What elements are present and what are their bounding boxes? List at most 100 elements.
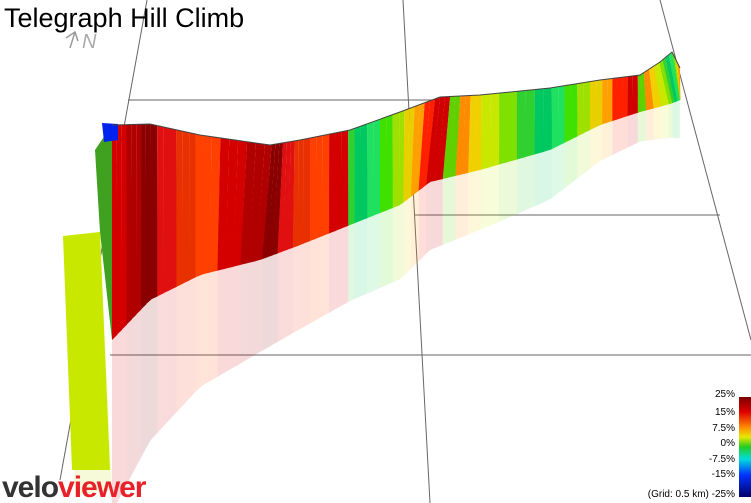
ribbon-strip <box>267 143 280 258</box>
ribbon-strip <box>145 124 152 305</box>
ribbon-strip <box>367 121 375 219</box>
legend-grid-note: (Grid: 0.5 km) -25% <box>648 489 735 500</box>
ribbon-left-side <box>95 125 112 340</box>
ribbon-strip <box>627 75 634 117</box>
reflection-strip <box>131 314 137 476</box>
legend-label: 7.5% <box>712 423 735 434</box>
reflection-strip <box>240 263 248 364</box>
reflection-strip <box>403 199 408 277</box>
reflection-strip <box>157 293 164 433</box>
ribbon-strip <box>410 104 420 197</box>
reflection-strip <box>348 223 355 303</box>
reflection-strip <box>255 259 263 355</box>
reflection-strip <box>380 210 387 289</box>
reflection-strip <box>646 109 650 141</box>
ribbon-strip <box>303 138 311 244</box>
reflection-strip <box>499 162 508 222</box>
reflection-strip <box>642 110 646 142</box>
reflection-strip <box>367 215 374 294</box>
ribbon-strip <box>341 130 349 229</box>
reflection-strip <box>335 228 342 310</box>
ribbon-strip <box>272 142 284 256</box>
reflection-strip <box>392 205 400 283</box>
reflection-strip <box>653 107 658 140</box>
reflection-strip <box>422 184 427 258</box>
reflection-strip <box>195 274 203 392</box>
ribbon-outline <box>111 51 681 146</box>
elevation-ribbon <box>63 51 681 503</box>
legend-label: -15% <box>712 469 735 480</box>
reflection-strip <box>577 133 584 179</box>
reflection-strip <box>649 108 654 141</box>
reflection-strip <box>407 196 411 273</box>
ribbon-strip <box>170 128 177 290</box>
ribbon-strip <box>583 81 591 134</box>
ribbon-strip <box>373 119 381 216</box>
ribbon-strip <box>182 131 190 284</box>
reflection-strip <box>637 111 643 143</box>
ribbon-strip <box>436 96 451 181</box>
reflection-strip <box>670 103 673 138</box>
ribbon-strip <box>422 98 435 188</box>
reflection-strip <box>596 124 603 164</box>
reflection-strip <box>474 169 482 233</box>
ribbon-strip <box>121 124 127 330</box>
ribbon-strip <box>661 59 673 104</box>
ribbon-strip <box>490 93 500 168</box>
logo-viewer: viewer <box>58 471 147 503</box>
ribbon-strip <box>570 83 578 140</box>
reflection-strip <box>136 309 142 467</box>
reflection-strip <box>303 241 310 327</box>
reflection-strip <box>449 175 456 243</box>
reflection-strip <box>602 122 608 160</box>
ribbon-strip <box>297 139 305 246</box>
ribbon-strip <box>481 93 491 170</box>
reflection-strip <box>430 180 437 250</box>
reflection-strip <box>225 266 233 373</box>
reflection-strip <box>267 255 273 348</box>
reflection-strip <box>310 238 317 324</box>
logo-velo: velo <box>2 471 59 503</box>
reflection-strip <box>373 213 380 291</box>
ribbon-strip <box>461 95 471 175</box>
reflection-strip <box>217 268 226 377</box>
reflection-strip <box>426 182 430 254</box>
ribbon-strip <box>202 135 212 275</box>
reflection-strip <box>590 126 597 169</box>
ribbon-strip <box>335 131 343 231</box>
title: Telegraph Hill Climb <box>4 3 244 33</box>
ribbon-strip <box>176 129 184 287</box>
reflection-strip <box>665 104 669 139</box>
reflection-strip <box>277 251 283 342</box>
reflection-strip <box>410 193 415 269</box>
ribbon-strip <box>189 132 196 281</box>
ribbon-strip <box>322 134 330 236</box>
ribbon-strip <box>277 142 287 254</box>
ribbon-strip <box>136 124 142 315</box>
ribbon-strip <box>131 124 137 320</box>
ribbon-strip <box>360 123 368 221</box>
north-arrow <box>65 30 79 49</box>
reflection-strip <box>176 283 183 413</box>
ribbon-strip <box>380 116 387 213</box>
reflection-strip <box>322 233 330 317</box>
reflection-strip <box>617 117 623 153</box>
ribbon-strip <box>622 76 629 118</box>
ribbon-strip <box>240 141 256 265</box>
reflection-strip <box>141 304 146 458</box>
ribbon-strip <box>516 90 527 160</box>
reflection-strip <box>145 299 151 449</box>
reflection-strip <box>612 119 618 156</box>
reflection-strip <box>232 264 241 368</box>
ribbon-strip <box>329 132 336 234</box>
ribbon-strip <box>255 144 272 262</box>
reflection-strip <box>564 139 571 189</box>
reflection-strip <box>632 112 638 146</box>
ribbon-start <box>102 123 118 142</box>
ribbon-strip <box>558 85 565 146</box>
ribbon-strip <box>508 91 518 162</box>
ribbon-strip <box>659 61 672 105</box>
ribbon-strip <box>430 96 446 182</box>
reflection-strip <box>386 207 393 286</box>
ribbon-strip <box>112 124 118 340</box>
